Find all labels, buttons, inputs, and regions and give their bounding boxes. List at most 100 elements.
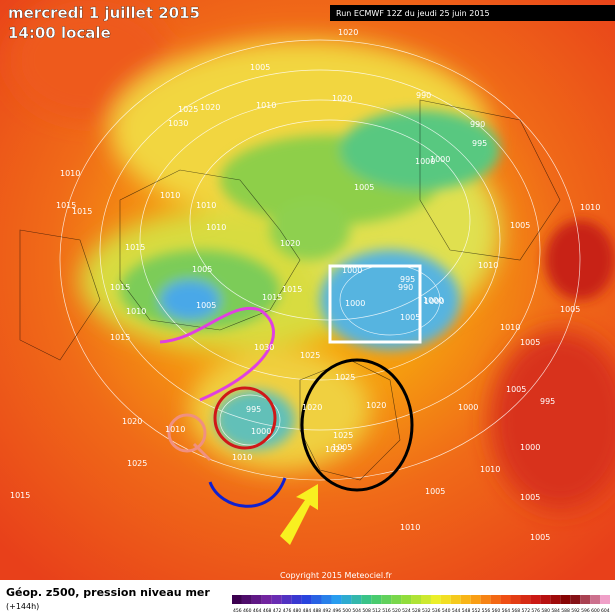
scale-label: 504 — [352, 608, 361, 614]
scale-label: 592 — [571, 608, 580, 614]
scale-label: 528 — [412, 608, 421, 614]
scale-label: 572 — [521, 608, 530, 614]
scale-cell — [291, 595, 302, 604]
scale-label: 556 — [482, 608, 491, 614]
scale-cell — [570, 595, 581, 604]
isobar-label: 990 — [470, 120, 485, 129]
isobar-label: 1025 — [325, 445, 345, 454]
isobar-label: 1010 — [160, 191, 180, 200]
isobar-label: 1010 — [206, 223, 226, 232]
isobar-label: 1005 — [510, 221, 530, 230]
high-ellipse — [300, 358, 414, 492]
scale-cell — [321, 595, 332, 604]
isobar-label: 1010 — [480, 465, 500, 474]
scale-cell — [421, 595, 431, 604]
isobar-label: 1005 — [400, 313, 420, 322]
isobar-label: 1000 — [430, 155, 450, 164]
isobar-label: 1010 — [126, 307, 146, 316]
scale-label: 524 — [402, 608, 411, 614]
isobar-label: 1005 — [530, 533, 550, 542]
scale-cell — [430, 595, 441, 604]
scale-cell — [480, 595, 491, 604]
isobar-label: 1015 — [125, 243, 145, 252]
low-circle-2 — [167, 413, 207, 453]
scale-cell — [540, 595, 551, 604]
isobar-label: 1010 — [478, 261, 498, 270]
isobar-label: 1025 — [178, 105, 198, 114]
scale-label: 536 — [432, 608, 441, 614]
isobar-label: 1015 — [56, 201, 76, 210]
scale-label: 588 — [561, 608, 570, 614]
scale-label: 544 — [452, 608, 461, 614]
isobar-label: 1015 — [262, 293, 282, 302]
scale-label: 552 — [472, 608, 481, 614]
isobar-label: 1005 — [250, 63, 270, 72]
isobar-label: 995 — [472, 139, 487, 148]
scale-cell — [500, 595, 511, 604]
scale-cell — [580, 595, 591, 604]
ridge-curve — [159, 306, 275, 402]
date: mercredi 1 juillet 2015 — [8, 4, 200, 22]
scale-label: 508 — [362, 608, 371, 614]
scale-cell — [550, 595, 561, 604]
isobar-label: 1005 — [506, 385, 526, 394]
isobar-label: 1025 — [333, 431, 353, 440]
scale-label: 496 — [332, 608, 341, 614]
trough-curve — [208, 477, 287, 508]
scale-cell — [361, 595, 372, 604]
copyright: Copyright 2015 Meteociel.fr — [280, 571, 392, 580]
scale-cell — [351, 595, 362, 604]
scale-cell — [251, 595, 262, 604]
scale-label: 580 — [541, 608, 550, 614]
scale-cell — [560, 595, 571, 604]
scale-cell — [411, 595, 421, 604]
isobar-label: 1015 — [110, 333, 130, 342]
isobar-label: 990 — [398, 283, 413, 292]
scale-label: 460 — [243, 608, 252, 614]
scale-cell — [241, 595, 252, 604]
scale-label: 604 — [601, 608, 610, 614]
scale-label: 564 — [502, 608, 511, 614]
isobar-label: 1010 — [580, 203, 600, 212]
scale-label: 576 — [531, 608, 540, 614]
scale-cell — [590, 595, 601, 604]
scale-cell — [600, 595, 610, 604]
scale-label: 600 — [591, 608, 600, 614]
scale-label: 488 — [313, 608, 322, 614]
scale-cell — [530, 595, 541, 604]
isobar-label: 1025 — [300, 351, 320, 360]
scale-label: 472 — [273, 608, 282, 614]
isobar-label: 1005 — [520, 493, 540, 502]
scale-label: 520 — [392, 608, 401, 614]
isobar-label: 1030 — [254, 343, 274, 352]
arrow — [192, 442, 212, 462]
scale-cell — [490, 595, 501, 604]
scale-label: 492 — [323, 608, 332, 614]
scale-cell — [470, 595, 481, 604]
scale-label: 484 — [303, 608, 312, 614]
scale-label: 500 — [342, 608, 351, 614]
scale-label: 532 — [422, 608, 431, 614]
scale-cell — [460, 595, 471, 604]
isobar-label: 1010 — [232, 453, 252, 462]
isobar-label: 1000 — [342, 266, 362, 275]
isobar-label: 1010 — [256, 101, 276, 110]
scale-cell — [450, 595, 461, 604]
isobar-label: 1005 — [192, 265, 212, 274]
scale-label: 584 — [551, 608, 560, 614]
isobar-label: 990 — [416, 91, 431, 100]
isobar-label: 995 — [540, 397, 555, 406]
isobar-label: 1000 — [423, 296, 443, 305]
isobar-label: 1020 — [122, 417, 142, 426]
isobar-label: 995 — [246, 405, 261, 414]
lead-time: (+144h) — [6, 602, 39, 611]
isobar-label: 1000 — [424, 297, 444, 306]
scale-cell — [381, 595, 392, 604]
isobar-label: 1000 — [520, 443, 540, 452]
isobar-label: 1020 — [302, 403, 322, 412]
scale-cell — [520, 595, 531, 604]
annotations — [159, 264, 422, 545]
scale-label: 516 — [382, 608, 391, 614]
scale-cell — [311, 595, 322, 604]
